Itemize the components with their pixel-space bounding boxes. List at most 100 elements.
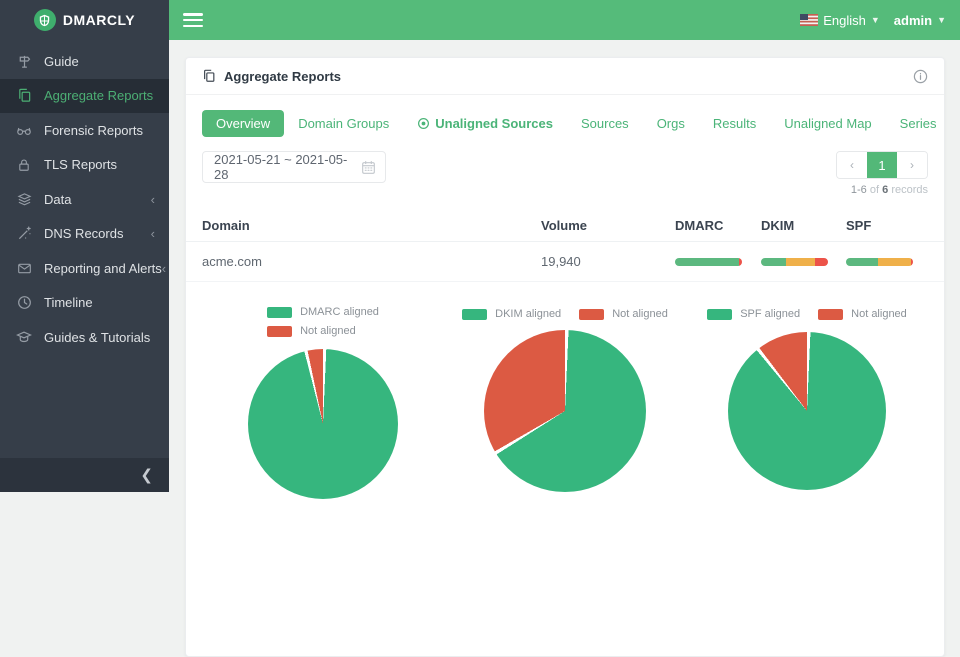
language-label: English (823, 13, 866, 28)
graduation-cap-icon (16, 329, 32, 345)
alignment-charts: DMARC aligned Not aligned DKIM aligned Not… (186, 282, 944, 499)
records-summary: 1-6 of 6 records (851, 184, 928, 196)
tab-overview[interactable]: Overview (202, 110, 284, 137)
clock-icon (16, 295, 32, 311)
chevron-down-icon: ▼ (937, 15, 946, 25)
sidebar-item-guide[interactable]: Guide (0, 44, 169, 79)
tab-results[interactable]: Results (699, 110, 770, 137)
username-label: admin (894, 13, 932, 28)
legend-swatch (267, 307, 292, 318)
prev-page-button[interactable]: ‹ (837, 152, 867, 178)
spf-legend: SPF aligned Not aligned (707, 306, 907, 322)
sidebar-item-label: Timeline (44, 295, 155, 310)
bar-segment-green (675, 258, 739, 266)
sidebar: DMARCLY Guide Aggregate Reports Forensic R… (0, 0, 169, 492)
bar-segment-red (739, 258, 742, 266)
copy-icon (16, 88, 32, 104)
brand[interactable]: DMARCLY (0, 0, 169, 40)
legend-swatch (267, 326, 292, 337)
legend-item-dkim-aligned[interactable]: DKIM aligned (462, 308, 561, 320)
legend-label: SPF aligned (740, 308, 800, 320)
pagination: ‹ 1 › (836, 151, 928, 179)
sidebar-collapse-button[interactable]: ❮ (0, 458, 169, 492)
spf-pie-section: SPF aligned Not aligned (686, 306, 928, 499)
date-range-value: 2021-05-21 ~ 2021-05-28 (214, 152, 361, 182)
bar-segment-green (846, 258, 878, 266)
tab-orgs[interactable]: Orgs (643, 110, 699, 137)
legend-label: DKIM aligned (495, 308, 561, 320)
spf-pie-chart (728, 332, 886, 490)
dkim-legend: DKIM aligned Not aligned (462, 306, 668, 322)
sidebar-item-forensic-reports[interactable]: Forensic Reports (0, 113, 169, 148)
controls-row: 2021-05-21 ~ 2021-05-28 ‹ 1 › 1-6 of 6 r… (186, 137, 944, 196)
us-flag-icon (800, 14, 818, 26)
menu-toggle-button[interactable] (183, 13, 203, 27)
sidebar-item-data[interactable]: Data‹ (0, 182, 169, 217)
tab-sources[interactable]: Sources (567, 110, 643, 137)
signpost-icon (16, 53, 32, 69)
legend-item-dmarc-aligned[interactable]: DMARC aligned (267, 306, 379, 318)
legend-swatch (462, 309, 487, 320)
dmarc-legend: DMARC aligned Not aligned (267, 306, 379, 337)
domains-table: Domain Volume DMARC DKIM SPF acme.com 19… (186, 210, 944, 282)
chevron-left-icon: ‹ (151, 226, 155, 241)
tab-unaligned-map[interactable]: Unaligned Map (770, 110, 885, 137)
target-icon (417, 117, 430, 130)
chevron-left-icon: ‹ (162, 261, 166, 276)
tab-label: Results (713, 116, 756, 131)
sidebar-item-guides-tutorials[interactable]: Guides & Tutorials (0, 320, 169, 355)
sidebar-item-timeline[interactable]: Timeline (0, 286, 169, 321)
col-domain: Domain (202, 218, 541, 233)
legend-label: DMARC aligned (300, 306, 379, 318)
legend-item-not-aligned[interactable]: Not aligned (267, 325, 356, 337)
tab-domain-groups[interactable]: Domain Groups (284, 110, 403, 137)
bar-segment-red (815, 258, 828, 266)
collapse-chevron-icon: ❮ (140, 466, 153, 484)
sidebar-item-label: Guide (44, 54, 155, 69)
lock-icon (16, 157, 32, 173)
date-range-picker[interactable]: 2021-05-21 ~ 2021-05-28 (202, 151, 386, 183)
tab-label: Sources (581, 116, 629, 131)
legend-item-spf-aligned[interactable]: SPF aligned (707, 308, 800, 320)
bar-segment-yellow (878, 258, 911, 266)
sidebar-item-label: Data (44, 192, 151, 207)
col-dmarc: DMARC (675, 218, 761, 233)
col-volume: Volume (541, 218, 675, 233)
table-row[interactable]: acme.com 19,940 (186, 242, 944, 282)
tab-label: Domain Groups (298, 116, 389, 131)
current-page-button[interactable]: 1 (867, 152, 897, 178)
sidebar-item-label: TLS Reports (44, 157, 155, 172)
sidebar-menu: Guide Aggregate Reports Forensic Reports TL… (0, 44, 169, 355)
user-menu[interactable]: admin ▼ (894, 13, 946, 28)
bar-segment-yellow (786, 258, 814, 266)
legend-item-not-aligned[interactable]: Not aligned (818, 308, 907, 320)
legend-swatch (818, 309, 843, 320)
sidebar-item-tls-reports[interactable]: TLS Reports (0, 148, 169, 183)
bar-segment-green (761, 258, 786, 266)
tab-unaligned-sources[interactable]: Unaligned Sources (403, 110, 567, 137)
aggregate-reports-card: Aggregate Reports Overview Domain Groups U… (185, 57, 945, 657)
next-page-button[interactable]: › (897, 152, 927, 178)
reports-icon (202, 69, 216, 83)
col-dkim: DKIM (761, 218, 846, 233)
info-icon[interactable] (913, 69, 928, 84)
dmarc-bar (675, 258, 742, 266)
legend-item-not-aligned[interactable]: Not aligned (579, 308, 668, 320)
mail-icon (16, 260, 32, 276)
page-title: Aggregate Reports (224, 69, 341, 84)
layers-icon (16, 191, 32, 207)
sidebar-item-aggregate-reports[interactable]: Aggregate Reports (0, 79, 169, 114)
language-selector[interactable]: English ▼ (800, 13, 880, 28)
sidebar-item-reporting-and-alerts[interactable]: Reporting and Alerts‹ (0, 251, 169, 286)
bar-segment-red (911, 258, 913, 266)
tab-series[interactable]: Series (886, 110, 951, 137)
sidebar-item-dns-records[interactable]: DNS Records‹ (0, 217, 169, 252)
dmarc-pie-section: DMARC aligned Not aligned (202, 306, 444, 499)
spf-bar (846, 258, 913, 266)
sidebar-item-label: Aggregate Reports (44, 88, 155, 103)
brand-name: DMARCLY (63, 12, 135, 28)
legend-swatch (579, 309, 604, 320)
tab-label: Unaligned Sources (435, 116, 553, 131)
tab-label: Unaligned Map (784, 116, 871, 131)
dkim-pie-chart (484, 330, 646, 492)
